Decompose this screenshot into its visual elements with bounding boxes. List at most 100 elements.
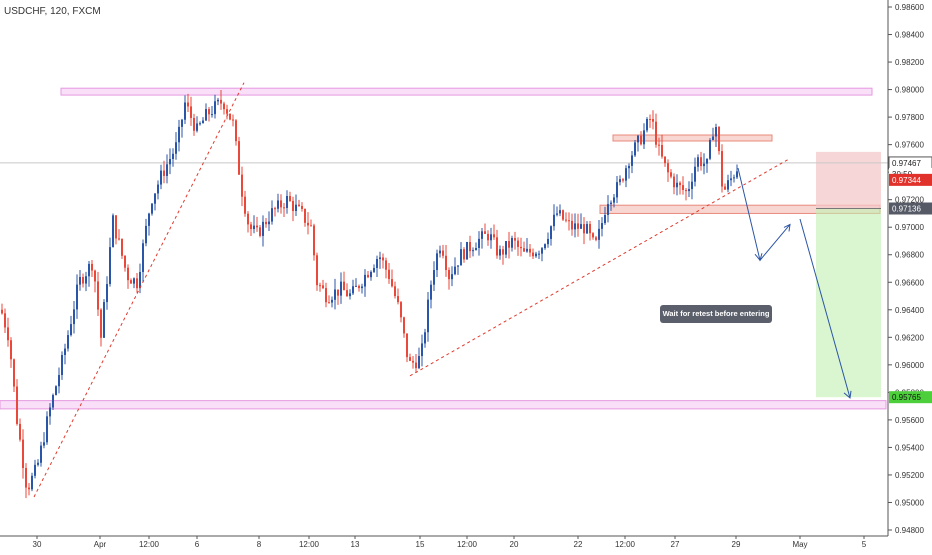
- candle-body: [97, 281, 99, 310]
- candle-body: [19, 423, 21, 440]
- candle-body: [478, 238, 480, 249]
- candle: [85, 271, 87, 292]
- candle-body: [70, 324, 72, 336]
- candle: [478, 231, 480, 256]
- candle-body: [16, 386, 18, 424]
- projection-path-drop: [799, 218, 851, 399]
- candle-body: [688, 189, 690, 192]
- candle-body: [694, 166, 696, 182]
- candle-body: [424, 332, 426, 344]
- candle: [157, 180, 159, 200]
- candle-body: [517, 240, 519, 247]
- candle-body: [685, 189, 687, 192]
- candle-body: [700, 157, 702, 167]
- candle-body: [535, 253, 537, 257]
- candle-body: [10, 340, 12, 360]
- candle: [709, 138, 711, 161]
- candle: [622, 177, 624, 183]
- candle-body: [721, 151, 723, 187]
- candle-body: [619, 179, 621, 183]
- candle: [721, 144, 723, 193]
- candle: [442, 244, 444, 259]
- candle: [550, 225, 552, 246]
- candle-body: [64, 348, 66, 356]
- candle: [391, 269, 393, 288]
- candle: [175, 132, 177, 160]
- candle: [163, 160, 165, 184]
- candle-body: [67, 335, 69, 349]
- candle-body: [679, 182, 681, 186]
- candle: [373, 264, 375, 274]
- candle: [466, 241, 468, 260]
- candle-body: [79, 277, 81, 285]
- candle-body: [595, 237, 597, 240]
- candle-body: [175, 142, 177, 154]
- candle-body: [667, 163, 669, 173]
- candle: [361, 283, 363, 294]
- candle-body: [469, 242, 471, 252]
- candle: [463, 247, 465, 263]
- price-tick-label: 0.97800: [895, 113, 924, 122]
- candle: [529, 244, 531, 257]
- candle-body: [265, 221, 267, 225]
- candle-body: [376, 259, 378, 268]
- candle: [31, 472, 33, 492]
- candle: [691, 173, 693, 200]
- candle-body: [571, 220, 573, 230]
- candle-body: [130, 280, 132, 284]
- badge-target-price: [889, 391, 932, 404]
- candle-body: [154, 193, 156, 204]
- candle: [568, 212, 570, 231]
- candle-body: [31, 475, 33, 490]
- candle-body: [451, 274, 453, 280]
- candle: [604, 206, 606, 225]
- candle: [115, 215, 117, 245]
- candle: [508, 231, 510, 259]
- candle-body: [49, 407, 51, 417]
- candle-body: [505, 241, 507, 255]
- candle-body: [235, 120, 237, 142]
- candle: [424, 328, 426, 348]
- candle: [214, 94, 216, 119]
- candle-body: [286, 196, 288, 208]
- candle-body: [73, 309, 75, 325]
- badge-entry-price: [889, 202, 932, 215]
- candle-body: [583, 224, 585, 234]
- arrow-head-3: [843, 390, 852, 399]
- badge-last-price: [889, 156, 932, 169]
- candle: [733, 174, 735, 183]
- candle: [310, 219, 312, 227]
- candle-body: [589, 224, 591, 234]
- candle-body: [331, 299, 333, 303]
- candle-body: [661, 144, 663, 157]
- candle-body: [178, 126, 180, 143]
- candle-body: [4, 313, 6, 328]
- candle: [649, 114, 651, 128]
- candle: [274, 206, 276, 217]
- candle-body: [457, 265, 459, 267]
- candle-body: [133, 278, 135, 284]
- candle: [55, 385, 57, 396]
- candle: [679, 181, 681, 195]
- candle-body: [196, 123, 198, 131]
- arrow-head-1: [754, 253, 763, 262]
- candle: [487, 230, 489, 246]
- candle: [253, 215, 255, 234]
- arrow-head-2: [783, 223, 791, 232]
- candle: [166, 154, 168, 184]
- candle-body: [673, 176, 675, 188]
- candle-body: [727, 180, 729, 190]
- candle: [193, 113, 195, 136]
- candle-body: [169, 159, 171, 165]
- candle-body: [403, 317, 405, 334]
- candle: [712, 127, 714, 141]
- candle: [535, 251, 537, 258]
- candle-body: [310, 225, 312, 227]
- candle: [628, 163, 630, 179]
- candle-body: [184, 102, 186, 120]
- candle-body: [379, 257, 381, 260]
- candle-body: [88, 263, 90, 277]
- candle-body: [289, 196, 291, 201]
